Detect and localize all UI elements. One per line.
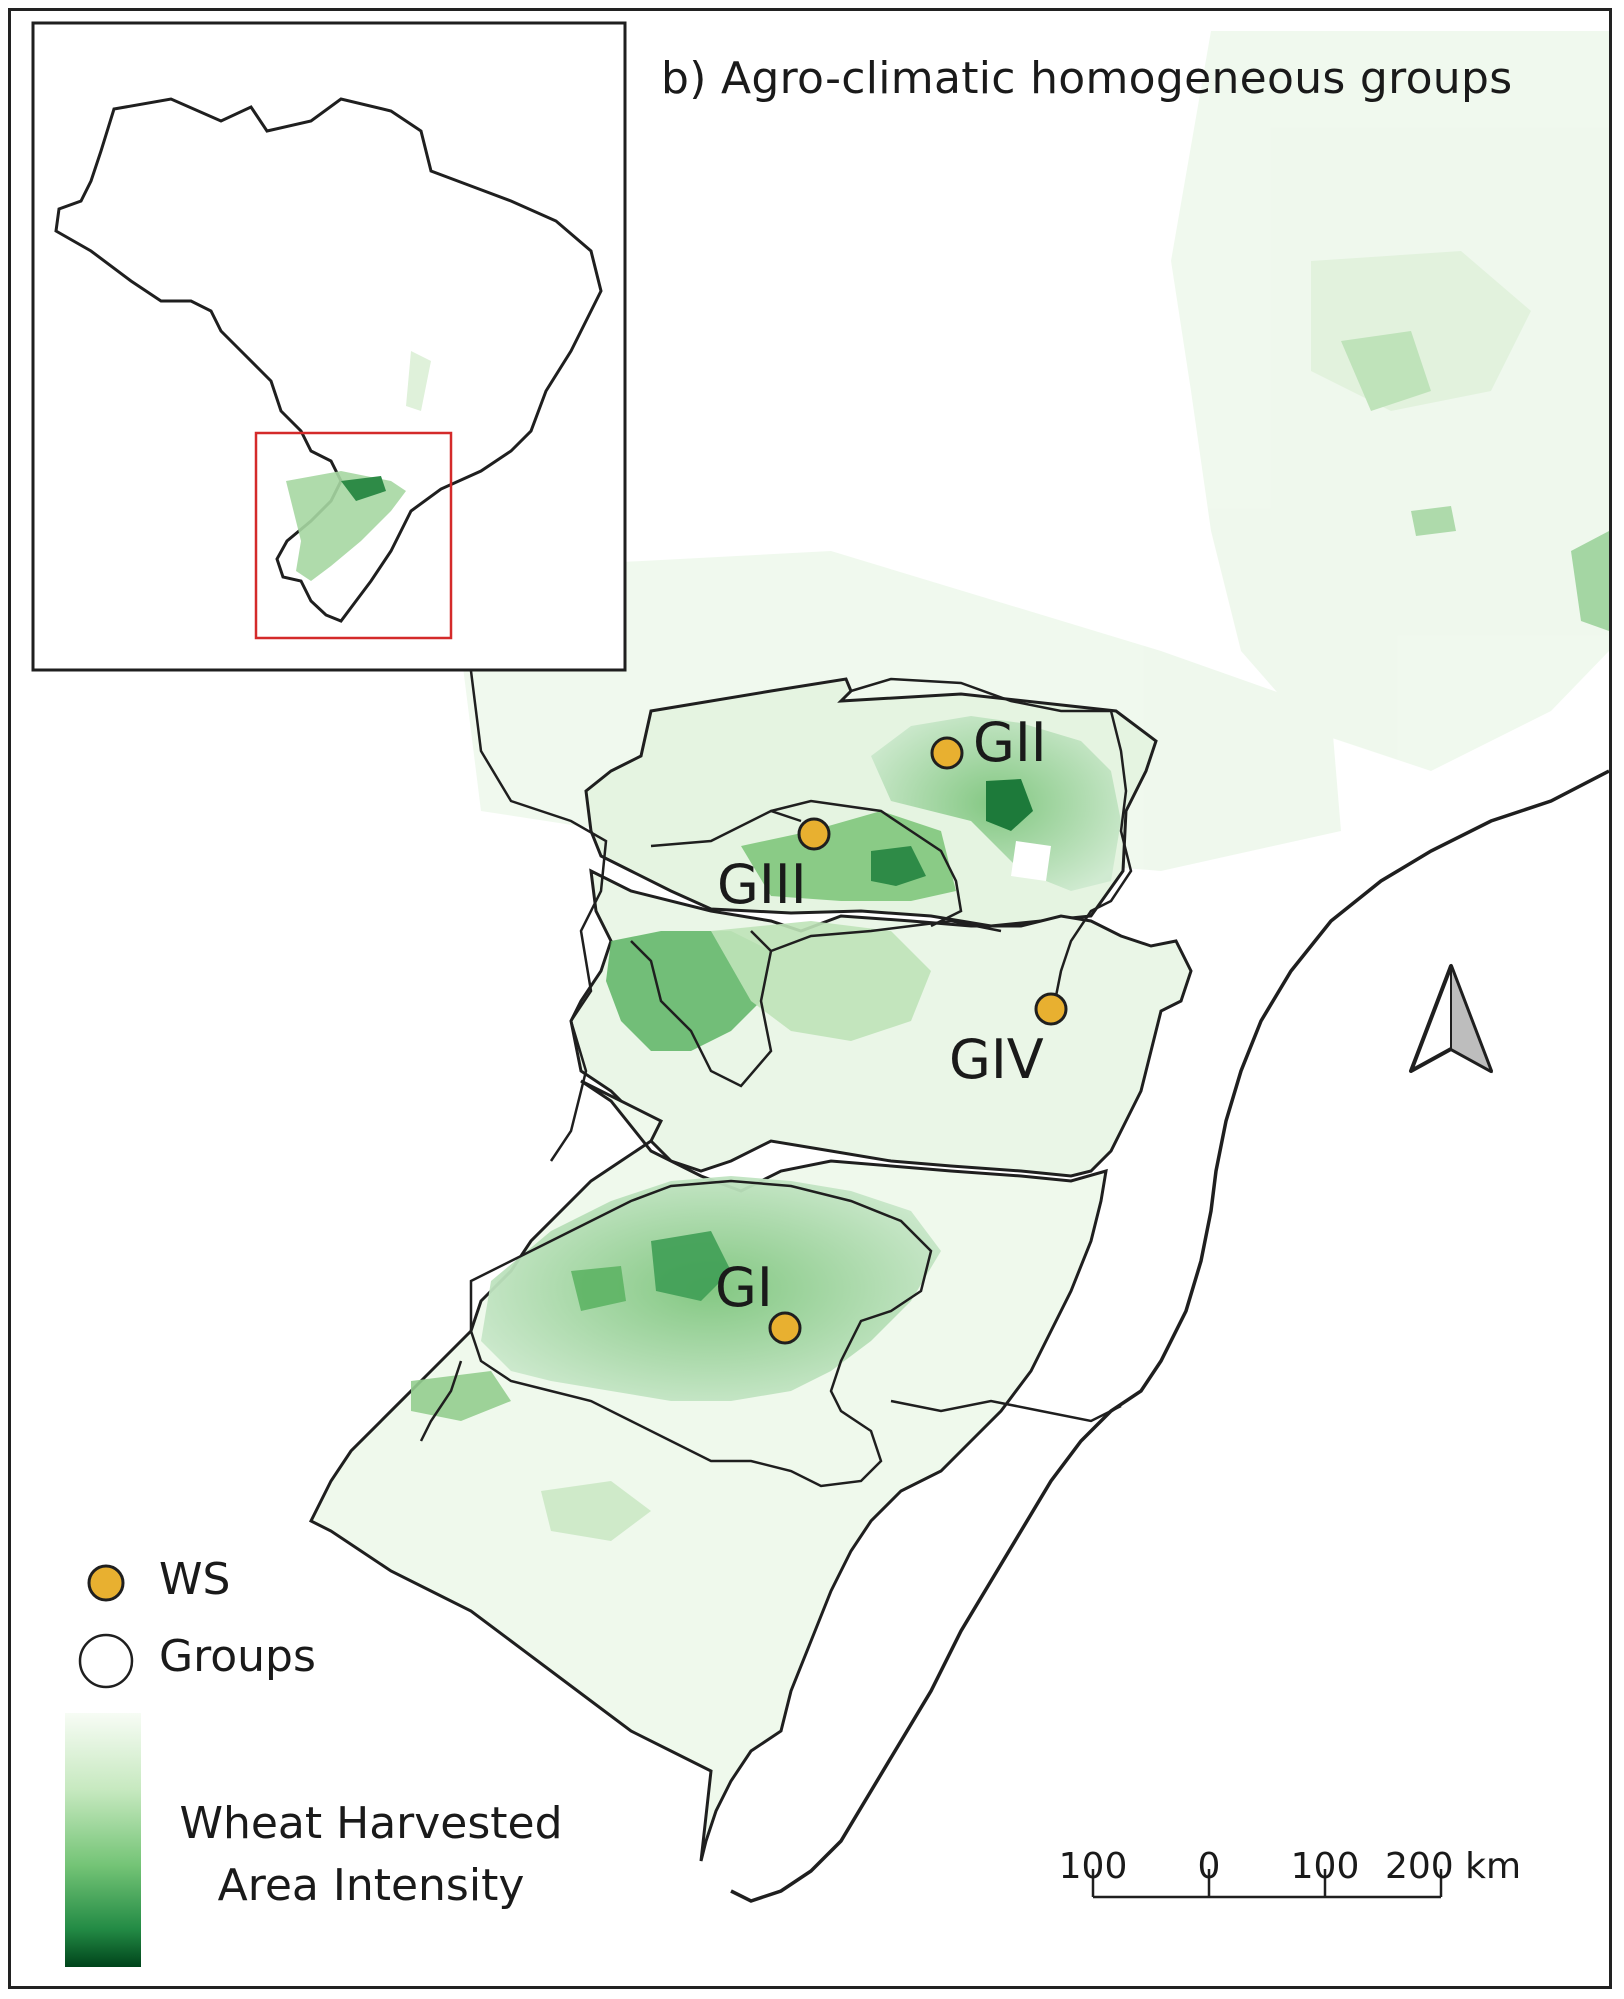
legend-groups-label: Groups (159, 1631, 316, 1682)
ws-markers (768, 736, 1068, 1345)
legend-groups-symbol (78, 1633, 134, 1689)
legend-ws-symbol (87, 1564, 125, 1602)
western-border (469, 670, 608, 1162)
study-region (308, 677, 1193, 1862)
group-label-gi: GI (715, 1256, 773, 1319)
inset-map (31, 21, 627, 672)
legend-color-ramp (65, 1713, 141, 1967)
inset-extent-box (254, 431, 453, 640)
scale-tick-label-0: 100 (1058, 1846, 1128, 1887)
map-canvas (31, 21, 1609, 1967)
legend-ws-label: WS (159, 1554, 231, 1605)
brazil-outline (54, 97, 603, 623)
ws-marker-gi[interactable] (768, 1311, 802, 1345)
group-label-gii: GII (973, 711, 1047, 774)
scale-bar (1091, 1869, 1443, 1899)
legend-ramp-label-line1: Wheat Harvested (179, 1798, 563, 1849)
ws-marker-giv[interactable] (1034, 992, 1068, 1026)
group-label-giii: GIII (717, 853, 807, 916)
map-frame: b) Agro-climatic homogeneous groups GII … (8, 8, 1612, 1989)
scale-tick-label-2: 100 (1290, 1846, 1360, 1887)
scale-tick-label-3: 200 km (1384, 1846, 1522, 1887)
map-title: b) Agro-climatic homogeneous groups (661, 53, 1513, 104)
north-arrow-icon (1409, 964, 1493, 1074)
ws-marker-giii[interactable] (797, 817, 831, 851)
legend-ramp-label-line2: Area Intensity (217, 1860, 525, 1911)
legend-symbols (65, 1564, 141, 1967)
ws-marker-gii[interactable] (930, 736, 964, 770)
scale-tick-label-1: 0 (1197, 1846, 1221, 1887)
coastline (730, 769, 1609, 1903)
legend-ramp-label: Wheat Harvested Area Intensity (161, 1793, 581, 1917)
group-label-giv: GIV (949, 1028, 1044, 1091)
group-boundaries (419, 677, 1133, 1488)
